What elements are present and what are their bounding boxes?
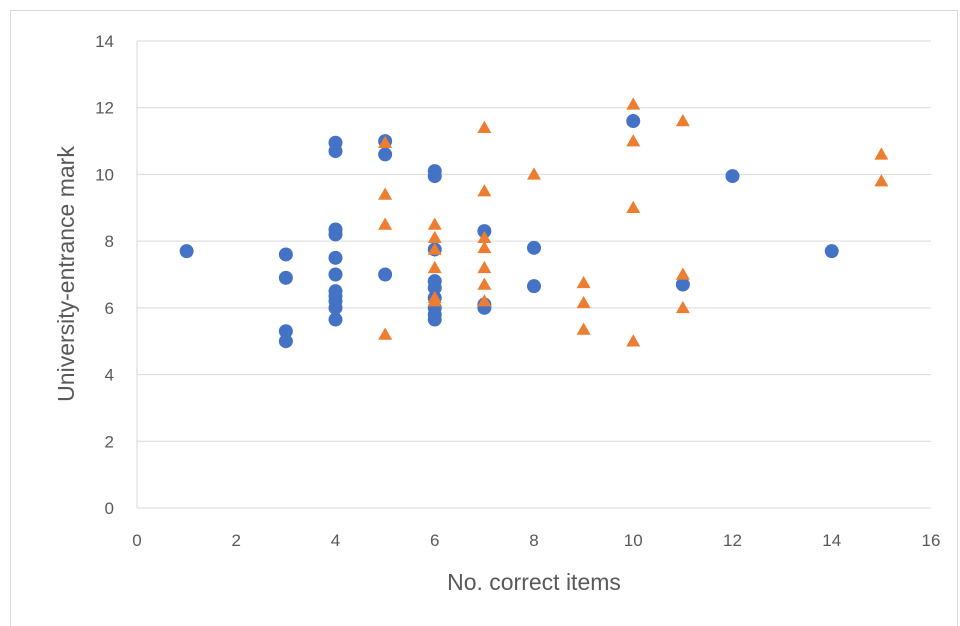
- circle-point: [427, 280, 442, 295]
- circle-point: [328, 144, 343, 159]
- circle-point: [328, 227, 343, 242]
- triangle-point: [874, 147, 889, 160]
- x-tick-label: 0: [132, 531, 141, 550]
- y-tick-label: 2: [105, 432, 114, 451]
- triangle-point: [378, 135, 393, 148]
- triangle-point: [626, 97, 641, 110]
- y-tick-label: 14: [95, 32, 114, 51]
- triangle-point: [427, 242, 442, 255]
- circle-point: [527, 240, 541, 255]
- triangle-point: [378, 187, 393, 200]
- x-tick-label: 14: [822, 531, 841, 550]
- y-tick-label: 6: [105, 299, 114, 318]
- circle-point: [378, 267, 393, 282]
- triangle-point: [427, 217, 442, 230]
- triangle-point: [527, 167, 541, 180]
- circle-point: [328, 267, 343, 282]
- circle-point: [328, 300, 343, 315]
- triangle-point: [626, 134, 641, 147]
- circle-point: [278, 334, 293, 349]
- triangle-point: [626, 200, 641, 214]
- y-tick-label: 0: [105, 499, 114, 518]
- circle-point: [527, 279, 541, 294]
- circle-point: [328, 312, 343, 327]
- triangle-point: [477, 120, 492, 133]
- circle-point: [179, 244, 194, 259]
- triangle-point: [427, 260, 442, 274]
- triangle-point: [576, 322, 591, 335]
- data-points: [179, 97, 889, 349]
- y-tick-label: 12: [95, 99, 114, 118]
- y-tick-label: 4: [105, 366, 114, 385]
- triangle-point: [576, 295, 591, 309]
- triangle-point: [675, 300, 690, 314]
- triangle-point: [576, 275, 591, 289]
- circle-point: [427, 169, 442, 184]
- triangle-point: [427, 230, 442, 244]
- circle-point: [278, 270, 293, 285]
- x-tick-label: 16: [922, 531, 941, 550]
- triangle-point: [477, 260, 492, 274]
- triangle-point: [427, 294, 442, 307]
- chart-frame: [10, 10, 958, 626]
- x-tick-label: 12: [723, 531, 742, 550]
- x-tick-label: 8: [529, 531, 538, 550]
- circle-point: [675, 277, 690, 292]
- triangle-point: [477, 230, 492, 244]
- triangle-point: [477, 294, 492, 307]
- y-axis-title: University-entrance mark: [53, 146, 79, 402]
- triangle-point: [378, 217, 393, 230]
- circle-point: [278, 247, 293, 262]
- triangle-point: [477, 240, 492, 254]
- circle-point: [278, 324, 293, 339]
- triangle-point: [874, 174, 889, 187]
- y-tick-label: 10: [95, 165, 114, 184]
- x-tick-label: 6: [430, 531, 439, 550]
- triangle-point: [675, 267, 690, 280]
- circle-point: [378, 147, 393, 162]
- circle-point: [725, 169, 740, 184]
- x-tick-label: 2: [232, 531, 241, 550]
- circle-point: [824, 244, 839, 259]
- triangle-point: [675, 114, 690, 127]
- x-axis-title: No. correct items: [447, 569, 621, 595]
- x-tick-labels: 0 2 4 6 8 10 12 14 16: [132, 531, 940, 550]
- circle-point: [626, 114, 641, 129]
- triangle-point: [477, 277, 492, 290]
- gridlines: [136, 40, 931, 509]
- triangle-point: [477, 184, 492, 197]
- circle-point: [427, 312, 442, 327]
- x-tick-label: 10: [624, 531, 643, 550]
- y-tick-label: 8: [105, 232, 114, 251]
- triangle-point: [626, 334, 641, 347]
- y-tick-labels: 0 2 4 6 8 10 12 14: [95, 32, 114, 518]
- x-tick-label: 4: [331, 531, 340, 550]
- circle-point: [328, 250, 343, 265]
- triangle-point: [378, 327, 393, 340]
